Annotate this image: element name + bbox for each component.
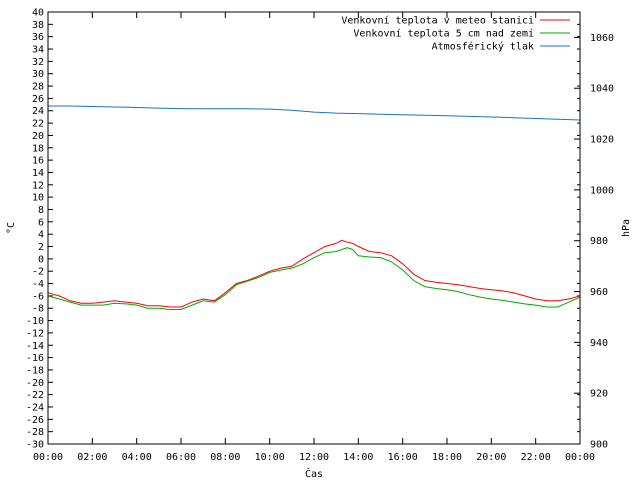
left-axis-ticks: -30-28-26-24-22-20-18-16-14-12-10-8-6-4-… (26, 8, 580, 451)
left-tick-label: 14 (32, 168, 44, 179)
left-tick-label: 18 (32, 143, 44, 154)
left-tick-label: 26 (32, 94, 44, 105)
left-tick-label: 40 (32, 8, 44, 19)
left-tick-label: 28 (32, 82, 44, 93)
series-line-2 (47, 247, 581, 310)
left-tick-label: 12 (32, 180, 44, 191)
right-tick-label: 940 (590, 338, 608, 349)
x-tick-label: 08:00 (210, 452, 240, 463)
left-tick-label: -26 (26, 415, 44, 426)
left-tick-label: 10 (32, 193, 44, 204)
left-tick-label: 4 (38, 230, 44, 241)
x-tick-label: 02:00 (77, 452, 107, 463)
x-axis-ticks: 00:00 02:00 04:00 06:00 08:00 10:00 12:00 14:00… (33, 12, 595, 463)
left-tick-label: 0 (38, 254, 44, 265)
left-tick-label: -30 (26, 440, 44, 451)
left-tick-label: -28 (26, 427, 44, 438)
right-tick-label: 1000 (590, 185, 614, 196)
x-tick-label: 20:00 (476, 452, 506, 463)
right-tick-label: 980 (590, 236, 608, 247)
x-tick-label: 04:00 (122, 452, 152, 463)
series-lines (47, 105, 581, 310)
x-tick-label: 00:00 (565, 452, 595, 463)
series-line-3 (48, 105, 581, 121)
legend-label-1: Venkovní teplota v meteo stanici (341, 15, 534, 27)
left-tick-label: -22 (26, 390, 44, 401)
right-tick-label: 960 (590, 287, 608, 298)
x-axis-label: Čas (305, 467, 323, 480)
right-tick-label: 920 (590, 389, 608, 400)
left-tick-label: -18 (26, 365, 44, 376)
legend-label-2: Venkovní teplota 5 cm nad zemí (353, 28, 534, 40)
left-tick-label: 22 (32, 119, 44, 130)
right-tick-label: 1020 (590, 135, 614, 146)
left-tick-label: -24 (26, 402, 44, 413)
left-tick-label: 20 (32, 131, 44, 142)
right-axis-ticks: 900 920 940 960 980 1000 1020 1040 1060 (574, 33, 614, 451)
left-tick-label: 8 (38, 205, 44, 216)
left-y-axis-label: °C (6, 222, 17, 234)
left-tick-label: 16 (32, 156, 44, 167)
left-tick-label: 2 (38, 242, 44, 253)
left-tick-label: -20 (26, 378, 44, 389)
right-tick-label: 1060 (590, 33, 614, 44)
left-tick-label: -8 (32, 304, 44, 315)
x-tick-label: 22:00 (521, 452, 551, 463)
series-line-1 (47, 239, 581, 308)
legend: Venkovní teplota v meteo staniciVenkovní… (341, 15, 570, 53)
left-tick-label: 38 (32, 20, 44, 31)
x-tick-label: 12:00 (299, 452, 329, 463)
x-tick-label: 14:00 (343, 452, 373, 463)
left-tick-label: 32 (32, 57, 44, 68)
left-tick-label: 34 (32, 45, 44, 56)
left-tick-label: -10 (26, 316, 44, 327)
legend-label-3: Atmosférický tlak (432, 41, 534, 53)
left-tick-label: 30 (32, 69, 44, 80)
left-tick-label: -2 (32, 267, 44, 278)
right-y-axis-label: hPa (621, 219, 632, 237)
x-tick-label: 10:00 (255, 452, 285, 463)
left-tick-label: 36 (32, 32, 44, 43)
x-tick-label: 06:00 (166, 452, 196, 463)
plot-frame (47, 11, 581, 445)
x-tick-label: 00:00 (33, 452, 63, 463)
x-tick-label: 16:00 (388, 452, 418, 463)
left-tick-label: -6 (32, 291, 44, 302)
left-tick-label: -12 (26, 328, 44, 339)
left-tick-label: -16 (26, 353, 44, 364)
left-tick-label: -4 (32, 279, 44, 290)
left-tick-label: 6 (38, 217, 44, 228)
left-tick-label: 24 (32, 106, 44, 117)
x-tick-label: 18:00 (432, 452, 462, 463)
left-tick-label: -14 (26, 341, 44, 352)
right-tick-label: 900 (590, 440, 608, 451)
right-tick-label: 1040 (590, 84, 614, 95)
